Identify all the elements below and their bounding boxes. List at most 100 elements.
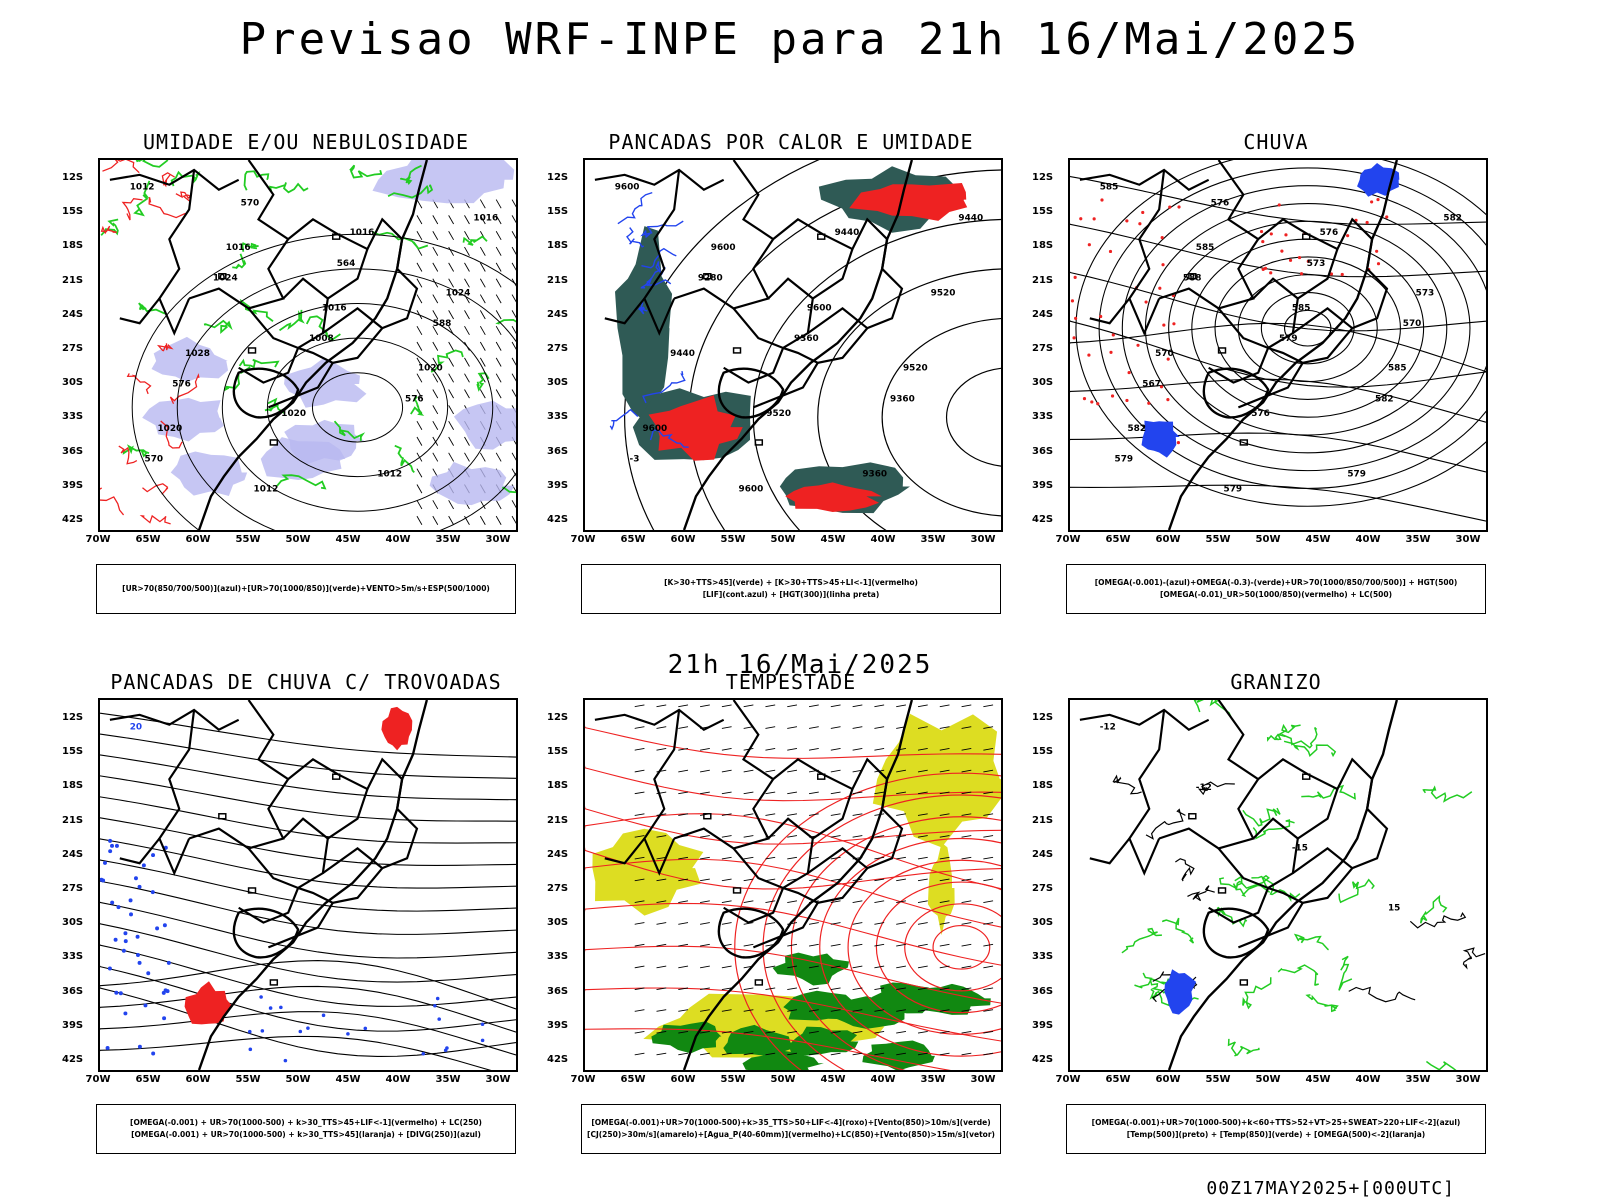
contour-label: 570 [145, 455, 164, 465]
lon-tick-label: 35W [1405, 1074, 1431, 1085]
lon-tick-label: 50W [770, 534, 796, 545]
lat-tick-label: 12S [547, 172, 569, 183]
lat-tick-label: 30S [547, 377, 569, 389]
lat-tick-label: 21S [62, 814, 84, 826]
lat-tick-label: 18S [547, 780, 569, 792]
lon-tick-label: 60W [185, 1074, 211, 1085]
lat-tick-label: 18S [1032, 240, 1054, 252]
contour-label: 9440 [670, 349, 695, 359]
contour-label: 1024 [213, 274, 238, 284]
lat-tick-label: 42S [62, 514, 84, 525]
lat-tick-label: 15S [547, 746, 569, 758]
contour-label: 1016 [350, 228, 375, 238]
lon-tick-label: 40W [385, 534, 411, 545]
map-graphic: 585 585 585 585 582 579 576 573 570 576 579 582 588 5… [1070, 160, 1486, 530]
lat-tick-label: 39S [62, 479, 84, 491]
contour-label: 9360 [794, 334, 819, 344]
forecast-map: -12 -12 -15 15 [1068, 698, 1488, 1072]
contour-label: 1008 [309, 334, 334, 344]
lon-tick-label: 70W [570, 1074, 596, 1085]
lon-tick-label: 55W [235, 1074, 261, 1085]
lat-tick-label: 12S [62, 712, 84, 723]
lon-tick-label: 40W [870, 1074, 896, 1085]
lat-tick-label: 27S [62, 343, 84, 354]
lon-tick-label: 50W [770, 1074, 796, 1085]
lat-tick-label: 18S [62, 240, 84, 252]
contour-label: 576 [172, 380, 191, 390]
lat-tick-label: 36S [1032, 985, 1054, 997]
contour-label: 1012 [377, 470, 402, 480]
lat-tick-label: 27S [1032, 343, 1054, 354]
legend-text: [OMEGA(-0.001)+UR>70(1000-500)+k<60+TTS>… [1091, 1118, 1461, 1127]
lon-tick-label: 50W [285, 1074, 311, 1085]
contour-label: 573 [1416, 289, 1435, 299]
legend-box: [K>30+TTS>45](verde) + [K>30+TTS>45+LI<-… [581, 564, 1001, 614]
lat-tick-label: 21S [547, 814, 569, 826]
lat-tick-label: 33S [62, 411, 84, 423]
map-graphic: 20 [100, 700, 516, 1070]
lat-tick-label: 36S [62, 985, 84, 997]
contour-label: 1020 [281, 409, 306, 419]
lon-tick-label: 30W [485, 534, 511, 545]
lat-tick-label: 12S [547, 712, 569, 723]
lon-tick-label: 35W [1405, 534, 1431, 545]
lon-tick-label: 50W [1255, 1074, 1281, 1085]
contour-label: 564 [337, 259, 356, 269]
lon-tick-label: 70W [85, 1074, 111, 1085]
map-graphic: 9600 9600 9600 9520 9600 9600 9440 9520 9440 9520… [594, 160, 1001, 530]
contour-label: 9600 [807, 303, 832, 313]
contour-label: 9440 [958, 213, 983, 223]
contour-label: 579 [1347, 470, 1366, 480]
lat-tick-label: 39S [62, 1019, 84, 1031]
lon-tick-label: 65W [135, 534, 161, 545]
lat-tick-label: 42S [62, 1054, 84, 1065]
contour-label: 582 [1127, 424, 1146, 434]
map-graphic [585, 700, 1001, 1070]
lat-tick-label: 42S [1032, 514, 1054, 525]
lon-tick-label: 30W [970, 1074, 996, 1085]
lat-tick-label: 33S [1032, 411, 1054, 423]
contour-label: 570 [1155, 349, 1174, 359]
lat-tick-label: 24S [62, 308, 84, 320]
lon-tick-label: 40W [1355, 1074, 1381, 1085]
contour-label: 585 [1196, 243, 1215, 253]
lat-tick-label: 27S [547, 343, 569, 354]
panel-title: UMIDADE E/OU NEBULOSIDADE [142, 130, 470, 154]
lon-tick-label: 60W [670, 1074, 696, 1085]
forecast-map: 20 [98, 698, 518, 1072]
contour-label: 567 [1142, 380, 1161, 390]
lon-tick-label: 45W [1305, 1074, 1331, 1085]
lat-tick-label: 18S [62, 780, 84, 792]
contour-label: 9600 [642, 424, 667, 434]
lon-tick-label: 35W [920, 534, 946, 545]
legend-text: [CJ(250)>30m/s](amarelo)+[Agua_P(40-60mm… [587, 1130, 995, 1139]
lon-tick-label: 30W [1455, 534, 1481, 545]
lat-tick-label: 33S [1032, 951, 1054, 963]
contour-label: 585 [1292, 303, 1311, 313]
contour-label: 15 [1388, 904, 1400, 914]
lon-tick-label: 45W [820, 1074, 846, 1085]
lon-tick-label: 55W [720, 534, 746, 545]
contour-label: 585 [1100, 183, 1119, 193]
lon-tick-label: 40W [870, 534, 896, 545]
legend-text: [OMEGA(-0.01)_UR>50(1000/850)(vermelho) … [1159, 590, 1393, 599]
panel-title: TEMPESTADE [725, 670, 857, 694]
lon-tick-label: 35W [435, 1074, 461, 1085]
legend-text: [UR>70(850/700/500)](azul)+[UR>70(1000/8… [122, 584, 490, 593]
legend-text: [K>30+TTS>45](verde) + [K>30+TTS>45+LI<-… [664, 578, 918, 587]
contour-label: 576 [1320, 228, 1339, 238]
lat-tick-label: 21S [1032, 814, 1054, 826]
lat-tick-label: 15S [547, 206, 569, 218]
lat-tick-label: 42S [547, 514, 569, 525]
lat-tick-label: 30S [547, 917, 569, 929]
contour-label: 1016 [226, 243, 251, 253]
lat-tick-label: 36S [62, 445, 84, 457]
lon-tick-label: 60W [185, 534, 211, 545]
lon-tick-label: 60W [670, 534, 696, 545]
contour-label: 1024 [446, 289, 471, 299]
lat-tick-label: 21S [547, 274, 569, 286]
lat-tick-label: 42S [1032, 1054, 1054, 1065]
contour-label: 582 [1375, 394, 1394, 404]
contour-label: 20 [130, 723, 142, 733]
lat-tick-label: 27S [547, 883, 569, 894]
